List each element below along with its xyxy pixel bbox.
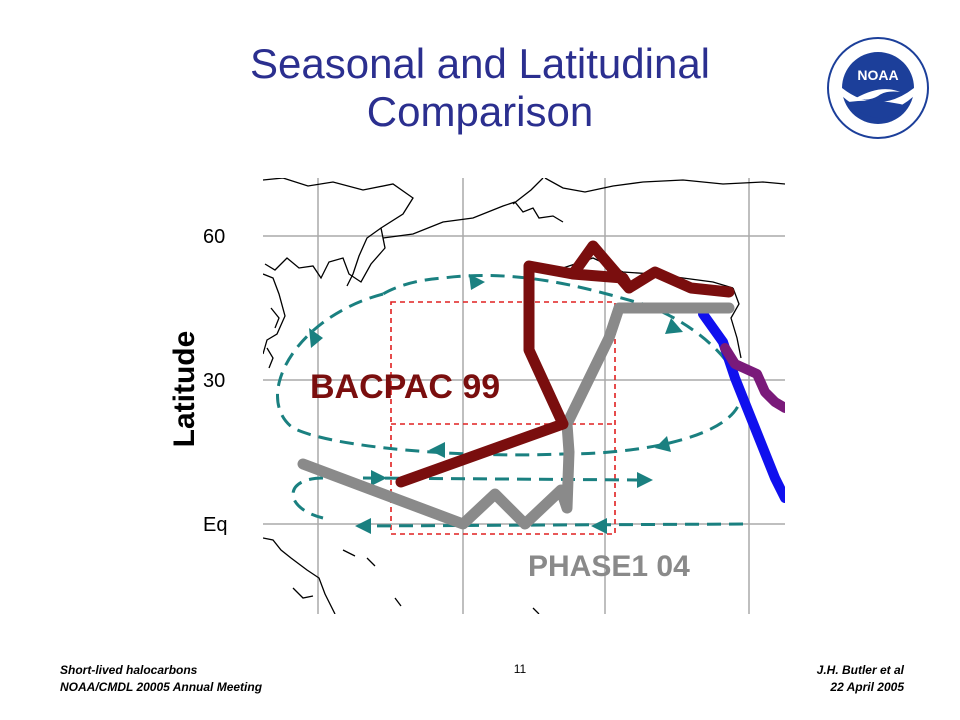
- study-box: [390, 301, 616, 535]
- circulation-arrowheads: [309, 274, 683, 534]
- alaska-coastline: [512, 178, 785, 205]
- latitude-axis-label: Latitude: [168, 330, 201, 448]
- slide-title: Seasonal and Latitudinal Comparison: [150, 40, 810, 136]
- philippines-coastline: [263, 537, 336, 614]
- page-number: 11: [513, 662, 527, 676]
- footer-right-line-1: J.H. Butler et al: [816, 663, 904, 677]
- footer-right-line-2: 22 April 2005: [830, 680, 904, 694]
- phase1-track-line: [297, 302, 735, 530]
- noaa-logo: NOAA: [827, 37, 929, 139]
- logo-text: NOAA: [857, 67, 898, 83]
- footer-right: J.H. Butler et al 22 April 2005: [700, 662, 904, 696]
- pacific-map: [263, 178, 785, 614]
- kamchatka-coastline: [346, 227, 382, 287]
- japan-islands: [266, 307, 280, 369]
- asia-coastline: [263, 178, 414, 283]
- tick-eq: Eq: [203, 514, 228, 536]
- footer-left-line-2: NOAA/CMDL 20005 Annual Meeting: [60, 680, 263, 694]
- bacpac-track-line: [395, 240, 735, 488]
- footer-left-line-1: Short-lived halocarbons: [60, 663, 198, 677]
- aleutians: [382, 201, 516, 239]
- title-line-1: Seasonal and Latitudinal: [249, 40, 711, 87]
- small-islands: [532, 607, 540, 614]
- bacpac-label: BACPAC 99: [310, 368, 501, 406]
- footer-left: Short-lived halocarbons NOAA/CMDL 20005 …: [60, 662, 262, 696]
- tick-60: 60: [203, 226, 226, 248]
- canada-west-coast: [730, 287, 742, 359]
- blue-cruise-track: [698, 309, 785, 503]
- tick-30: 30: [203, 370, 226, 392]
- title-line-2: Comparison: [366, 88, 594, 135]
- japan-coastline: [263, 273, 286, 355]
- purple-cruise-track: [720, 343, 785, 413]
- indonesia-islands: [292, 549, 402, 607]
- phase1-label: PHASE1 04: [528, 550, 690, 583]
- alaska-inlet: [514, 201, 564, 223]
